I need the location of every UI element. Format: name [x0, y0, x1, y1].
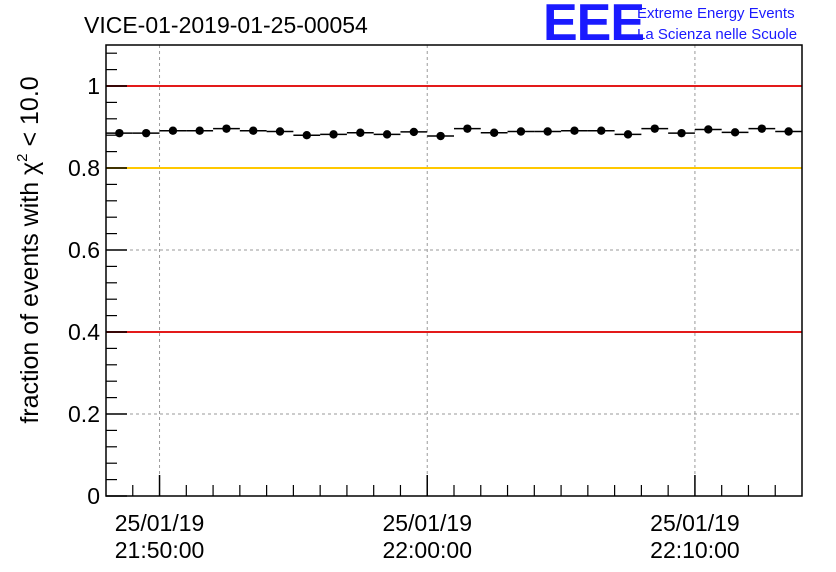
x-tick-label-time-2: 22:10:00 — [650, 537, 740, 563]
data-point-3 — [195, 126, 204, 135]
logo-line-1: Extreme Energy Events — [637, 5, 795, 22]
reference-lines — [106, 85, 802, 333]
data-point-22 — [704, 125, 713, 134]
data-point-10 — [382, 130, 392, 139]
y-tick-label-3: 0.6 — [68, 237, 100, 263]
data-point-1 — [141, 128, 151, 138]
axes — [105, 44, 803, 497]
data-point-17 — [570, 126, 579, 135]
y-tick-label-1: 0.2 — [68, 401, 100, 427]
data-point-5 — [249, 126, 258, 135]
data-point-16 — [543, 127, 552, 136]
logo-mark: EEE — [543, 0, 644, 52]
data-point-24 — [757, 124, 767, 133]
x-tick-label-date-0: 25/01/19 — [115, 510, 205, 536]
data-point-2 — [168, 126, 178, 135]
y-axis-label-superscript: 2 — [14, 153, 31, 161]
data-point-13 — [463, 124, 472, 133]
x-tick-label-time-1: 22:00:00 — [382, 537, 472, 563]
y-axis-label: fraction of events with χ2 < 10.0 — [14, 76, 44, 423]
x-tick-label-date-1: 25/01/19 — [382, 510, 472, 536]
data-points — [106, 124, 802, 141]
logo-line-2: La Scienza nelle Scuole — [637, 26, 797, 43]
tick-labels: 00.20.40.60.8125/01/1921:50:0025/01/1922… — [68, 73, 740, 563]
y-axis-label-symbol: χ — [16, 162, 44, 175]
data-point-15 — [516, 127, 526, 136]
x-tick-label-date-2: 25/01/19 — [650, 510, 740, 536]
y-tick-label-5: 1 — [87, 73, 100, 99]
data-point-14 — [489, 128, 499, 137]
data-point-21 — [677, 128, 686, 138]
data-point-9 — [356, 128, 365, 137]
y-axis-label-prefix: fraction of events with — [16, 175, 44, 424]
data-point-11 — [409, 127, 419, 137]
data-point-6 — [275, 127, 285, 136]
data-point-8 — [329, 130, 338, 139]
y-axis-label-suffix: < 10.0 — [16, 76, 44, 153]
data-point-7 — [302, 131, 311, 140]
data-point-25 — [784, 127, 793, 136]
data-point-19 — [623, 130, 633, 139]
y-tick-label-0: 0 — [87, 483, 100, 509]
data-point-4 — [222, 124, 231, 133]
logo: EEE Extreme Energy Events La Scienza nel… — [543, 0, 797, 52]
data-point-18 — [597, 126, 606, 135]
data-point-23 — [730, 128, 740, 137]
data-point-0 — [115, 128, 124, 138]
chart-title: VICE-01-2019-01-25-00054 — [84, 12, 368, 38]
x-tick-label-time-0: 21:50:00 — [115, 537, 205, 563]
y-tick-label-4: 0.8 — [68, 155, 100, 181]
data-point-12 — [436, 131, 445, 141]
data-point-20 — [650, 124, 659, 133]
y-tick-label-2: 0.4 — [68, 319, 100, 345]
